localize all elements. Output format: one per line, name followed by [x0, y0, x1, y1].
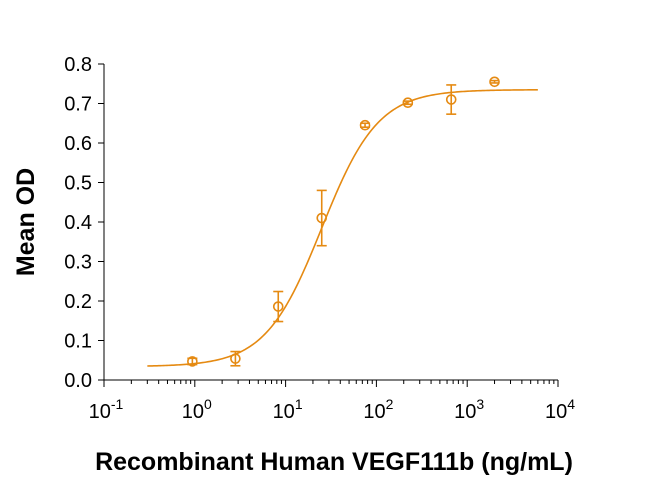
- y-tick-label: 0.2: [64, 291, 92, 313]
- data-marker: [359, 119, 371, 131]
- data-marker: [445, 94, 457, 105]
- y-axis-title: Mean OD: [12, 168, 40, 276]
- data-marker: [402, 97, 414, 109]
- y-ticks: 0.0 0.1 0.2 0.3 0.4 0.5 0.6 0.7 0.8: [64, 54, 104, 392]
- axes: [103, 64, 558, 381]
- y-tick-label: 0.7: [64, 94, 92, 116]
- y-tick-label: 0.0: [64, 370, 92, 392]
- data-point: [445, 84, 457, 115]
- x-axis-title: Recombinant Human VEGF111b (ng/mL): [95, 448, 573, 476]
- data-point: [402, 97, 414, 109]
- data-point: [230, 350, 241, 367]
- x-tick-label: 101: [273, 396, 303, 423]
- data-marker: [489, 76, 500, 88]
- y-tick-label: 0.5: [64, 173, 92, 195]
- y-tick-label: 0.8: [64, 54, 92, 76]
- data-point: [489, 76, 500, 88]
- data-marker: [230, 353, 241, 364]
- data-point: [359, 119, 371, 131]
- data-marker: [187, 356, 198, 367]
- y-tick-label: 0.4: [64, 212, 92, 234]
- y-tick-label: 0.3: [64, 252, 92, 274]
- data-marker: [316, 212, 328, 224]
- x-tick-label: 104: [545, 396, 575, 423]
- data-point: [187, 356, 198, 367]
- x-tick-label: 103: [454, 396, 484, 423]
- x-ticks: 10-1 100 101 102 103 104: [89, 380, 575, 423]
- y-tick-label: 0.1: [64, 331, 92, 353]
- x-tick-label: 102: [363, 396, 393, 423]
- data-marker: [272, 301, 284, 312]
- data-point: [272, 290, 284, 323]
- data-points: [187, 76, 500, 367]
- y-tick-label: 0.6: [64, 133, 92, 155]
- x-tick-label: 100: [182, 396, 212, 423]
- fit-curve: [147, 89, 538, 367]
- data-point: [316, 189, 328, 247]
- x-tick-label: 10-1: [89, 396, 124, 423]
